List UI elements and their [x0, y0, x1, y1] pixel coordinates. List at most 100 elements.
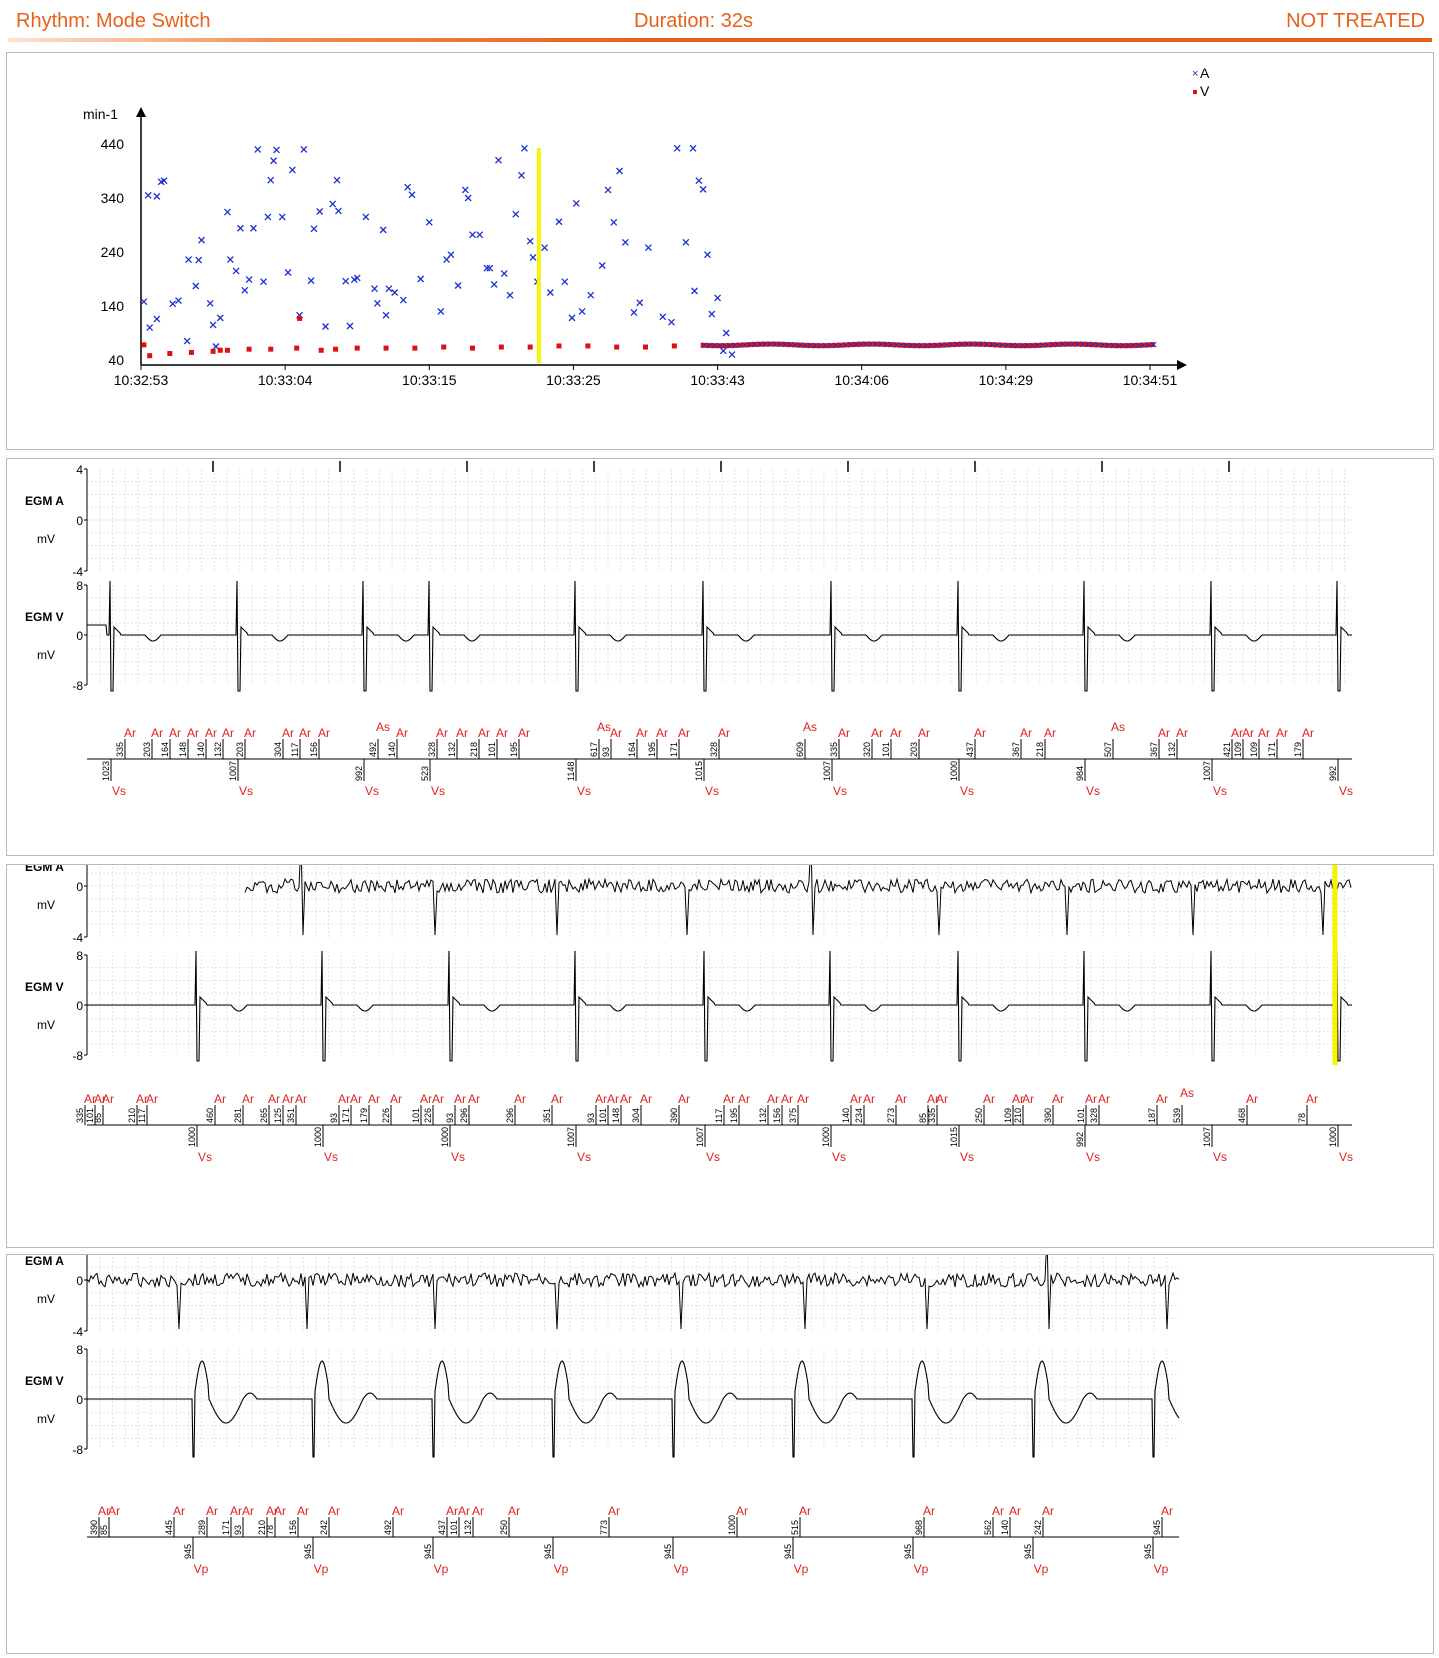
- atrial-interval: 390: [89, 1520, 99, 1535]
- ventricular-marker-label: Vp: [1154, 1562, 1169, 1576]
- v-point: [1119, 343, 1125, 349]
- atrial-marker-label: Ar: [242, 1504, 254, 1518]
- a-point: [610, 218, 618, 226]
- atrial-marker-label: Ar: [1246, 1092, 1258, 1106]
- a-point: [476, 231, 484, 239]
- atrial-interval: 171: [341, 1108, 351, 1123]
- ventricular-marker-label: Vs: [365, 784, 379, 798]
- v-point: [761, 341, 767, 347]
- egm-v-unit: mV: [37, 1018, 55, 1032]
- ventricular-marker-label: Vp: [194, 1562, 209, 1576]
- v-point: [836, 342, 842, 348]
- v-point: [1023, 343, 1029, 349]
- a-point: [500, 270, 508, 278]
- a-point: [333, 176, 341, 184]
- atrial-marker-label: Ar: [295, 1092, 307, 1106]
- atrial-interval: 195: [509, 742, 519, 757]
- ventricular-marker-label: Vs: [431, 784, 445, 798]
- atrial-marker-label: Ar: [146, 1092, 158, 1106]
- v-point: [942, 342, 948, 348]
- v-point: [720, 343, 726, 349]
- v-point: [862, 341, 868, 347]
- atrial-marker-label: Ar: [508, 1504, 520, 1518]
- atrial-interval: 445: [164, 1520, 174, 1535]
- v-point: [585, 343, 591, 349]
- scale-bar-label: 1s: [144, 459, 157, 462]
- a-point: [518, 171, 525, 179]
- v-point: [210, 348, 216, 354]
- a-point: [673, 144, 681, 152]
- atrial-interval: 390: [1043, 1108, 1053, 1123]
- a-point: [379, 226, 387, 234]
- v-point: [383, 345, 389, 351]
- atrial-interval: 140: [841, 1108, 851, 1123]
- atrial-interval: 195: [729, 1108, 739, 1123]
- v-point: [1114, 343, 1120, 349]
- v-point: [897, 342, 903, 348]
- a-point: [273, 146, 280, 154]
- atrial-interval: 140: [387, 742, 397, 757]
- x-tick-label: 10:33:43: [690, 372, 745, 388]
- v-point: [614, 344, 620, 350]
- a-point: [206, 299, 214, 307]
- atrial-marker-label: Ar: [678, 726, 690, 740]
- atrial-marker-label: Ar: [1009, 1504, 1021, 1518]
- atrial-interval: 609: [795, 742, 805, 757]
- rhythm-label: Rhythm: Mode Switch: [16, 10, 211, 32]
- v-point: [957, 341, 963, 347]
- atrial-interval: 507: [1103, 742, 1113, 757]
- legend-v-marker: [1193, 90, 1197, 94]
- v-point: [498, 344, 504, 350]
- y-tick-label: -4: [72, 1325, 83, 1339]
- atrial-interval: 351: [286, 1108, 296, 1123]
- a-point: [307, 277, 315, 285]
- atrial-marker-label: Ar: [620, 1092, 632, 1106]
- atrial-marker-label: As: [803, 720, 817, 734]
- v-point: [922, 343, 928, 349]
- atrial-marker-label: Ar: [214, 1092, 226, 1106]
- v-point: [887, 342, 893, 348]
- atrial-marker-label: Ar: [610, 726, 622, 740]
- atrial-marker-label: Ar: [936, 1092, 948, 1106]
- v-point: [816, 343, 822, 349]
- atrial-marker-label: Ar: [1098, 1092, 1110, 1106]
- v-point: [318, 347, 324, 353]
- v-point: [1058, 341, 1064, 347]
- a-point: [630, 309, 638, 316]
- atrial-interval: 93: [329, 1113, 339, 1123]
- v-point: [1099, 342, 1105, 348]
- atrial-interval: 335: [115, 742, 125, 757]
- atrial-interval: 265: [259, 1108, 269, 1123]
- a-point: [373, 299, 381, 307]
- ventricular-marker-label: Vp: [554, 1562, 569, 1576]
- a-point: [267, 176, 275, 184]
- y-tick-label: -4: [72, 931, 83, 945]
- v-point: [188, 349, 194, 355]
- v-point: [527, 344, 533, 350]
- atrial-marker-label: Ar: [368, 1092, 380, 1106]
- atrial-interval: 250: [974, 1108, 984, 1123]
- atrial-interval: 132: [758, 1108, 768, 1123]
- atrial-interval: 281: [233, 1108, 243, 1123]
- atrial-interval: 210: [257, 1520, 267, 1535]
- ventricular-marker-label: Vs: [239, 784, 253, 798]
- atrial-marker-label: Ar: [927, 1092, 939, 1106]
- v-point: [297, 315, 303, 321]
- a-point: [469, 231, 476, 239]
- a-point: [555, 218, 563, 226]
- atrial-marker-label: Ar: [282, 726, 294, 740]
- atrial-marker-label: Ar: [718, 726, 730, 740]
- atrial-marker-label: Ar: [738, 1092, 750, 1106]
- atrial-marker-label: Ar: [478, 726, 490, 740]
- atrial-marker-label: Ar: [895, 1092, 907, 1106]
- episode-header: Rhythm: Mode Switch Duration: 32s NOT TR…: [0, 0, 1439, 46]
- atrial-interval: 273: [886, 1108, 896, 1123]
- v-point: [246, 346, 252, 352]
- a-point: [342, 277, 350, 285]
- y-tick-label: 440: [101, 136, 125, 152]
- v-point: [932, 342, 938, 348]
- atrial-interval: 93: [445, 1113, 455, 1123]
- legend-v-label: V: [1200, 83, 1210, 99]
